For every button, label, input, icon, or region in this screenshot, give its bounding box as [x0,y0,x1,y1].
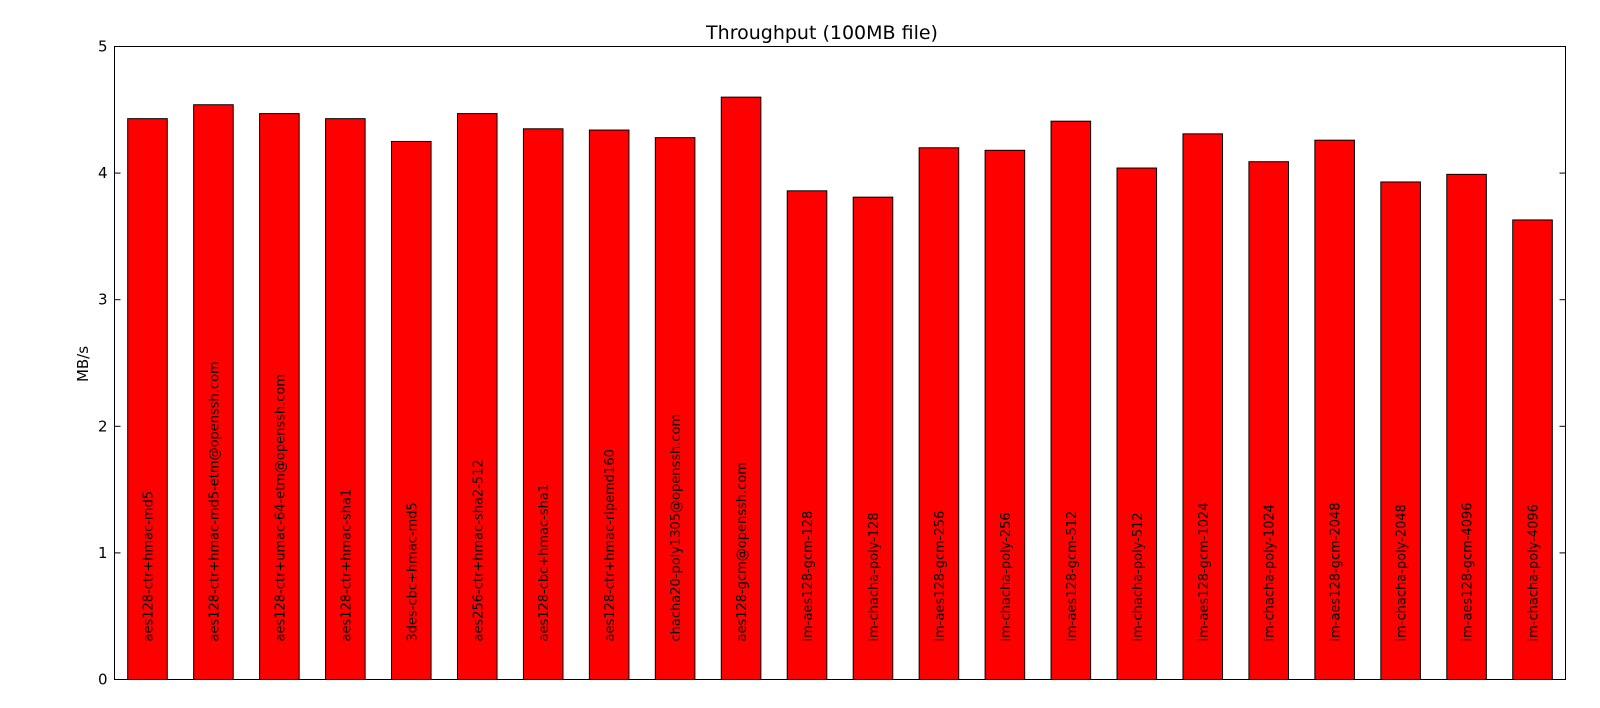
bar [1446,173,1487,680]
bar [127,118,168,681]
bar-category-label: im-chacha-poly-2048 [1395,504,1410,641]
bar-category-label: aes128-ctr+hmac-sha1 [339,489,354,642]
bar-category-label: aes128-gcm@openssh.com [735,462,750,641]
chart-title: Throughput (100MB file) [705,22,938,44]
bar [391,140,432,680]
y-tick-label: 5 [98,38,108,56]
bar [720,96,762,680]
bars [127,96,1553,681]
bar-category-label: im-aes128-gcm-4096 [1461,502,1476,641]
bar [456,113,498,680]
bar-category-label: aes128-ctr+hmac-md5-etm@openssh.com [207,361,222,641]
y-tick-label: 1 [98,544,108,562]
bar-category-label: im-chacha-poly-512 [1131,512,1146,641]
y-tick-label: 4 [98,164,108,182]
bar-category-label: 3des-cbc+hmac-md5 [405,502,420,641]
bar [588,129,630,680]
y-tick-label: 2 [98,417,108,435]
bar [522,128,564,681]
bar [325,118,366,681]
bar [1380,181,1421,680]
bar [193,104,234,680]
bar-category-label: im-aes128-gcm-512 [1065,511,1080,642]
y-tick-label: 3 [98,291,108,309]
bar-category-label: im-aes128-gcm-256 [933,511,948,642]
bar-category-label: aes128-cbc+hmac-sha1 [537,484,552,642]
bar [654,137,696,681]
bar-category-label: im-aes128-gcm-1024 [1197,502,1212,641]
bar-category-label: aes128-ctr+umac-64-etm@openssh.com [273,374,288,642]
bar-category-label: chacha20-poly1305@openssh.com [669,414,684,642]
bar [259,113,300,680]
bar [786,190,828,680]
bar-category-label: im-aes128-gcm-128 [801,511,816,642]
bar-category-label: im-aes128-gcm-2048 [1329,502,1344,641]
bar-category-label: aes256-ctr+hmac-sha2-512 [471,459,486,641]
bar-category-label: im-chacha-poly-256 [999,512,1014,641]
y-tick-label: 0 [98,671,108,689]
bar-category-label: aes128-ctr+hmac-md5 [141,491,156,642]
bar-labels: aes128-ctr+hmac-md5 aes128-ctr+hmac-md5-e… [141,361,1541,641]
y-axis-label: MB/s [74,346,92,382]
bar [1050,120,1092,681]
bar-category-label: aes128-ctr+hmac-ripemd160 [603,449,618,641]
plot-frame [114,46,1566,680]
bar [852,196,894,681]
bar [1512,219,1553,681]
bar [1116,167,1158,680]
bar-category-label: im-chacha-poly-4096 [1527,504,1542,641]
bar [1314,139,1355,680]
bar-category-label: im-chacha-poly-128 [867,512,882,641]
bar-category-label: im-chacha-poly-1024 [1263,504,1278,641]
